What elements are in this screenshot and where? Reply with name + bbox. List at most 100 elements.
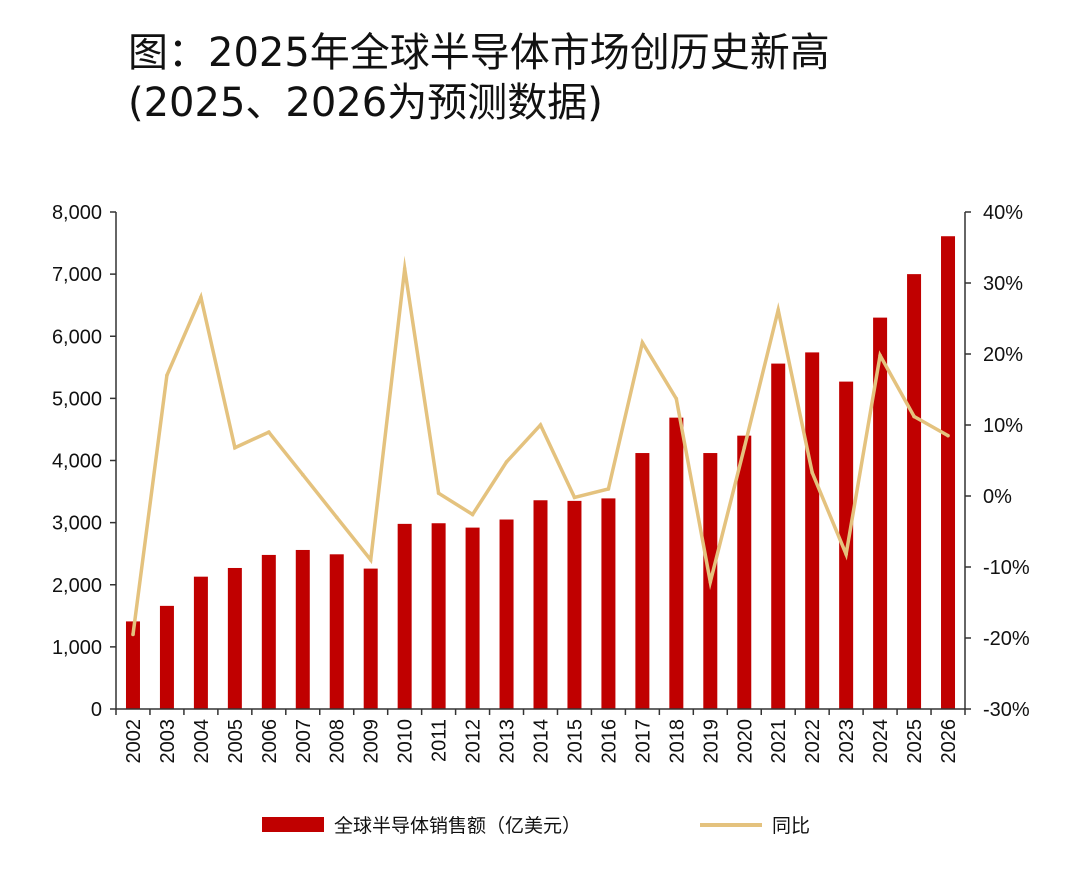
right-tick-label: -20% xyxy=(983,628,1030,650)
bar-2026 xyxy=(941,236,956,709)
bar-2011 xyxy=(431,523,446,709)
yoy-point-2009 xyxy=(368,558,373,562)
x-tick-label: 2010 xyxy=(395,719,417,764)
yoy-point-2005 xyxy=(233,445,237,450)
x-tick-label: 2009 xyxy=(361,719,383,764)
bar-2002 xyxy=(125,621,140,709)
yoy-point-2003 xyxy=(165,373,169,378)
x-tick-label: 2016 xyxy=(598,719,620,764)
x-tick-label: 2005 xyxy=(225,719,247,764)
x-tick-label: 2025 xyxy=(904,719,926,764)
left-tick-label: 5,000 xyxy=(52,388,102,410)
yoy-point-2020 xyxy=(742,445,747,450)
chart-title-line-1: 图：2025年全球半导体市场创历史新高 xyxy=(128,30,830,76)
left-y-axis: 0 1,000 2,000 3,000 4,000 5,000 6,000 7,000 8,00… xyxy=(52,202,117,721)
yoy-point-2010 xyxy=(402,267,407,271)
bar-2016 xyxy=(601,498,616,709)
right-tick-label: -30% xyxy=(983,699,1030,721)
right-y-axis: -30% -20% -10% 0% 10% 20% 30% 40% xyxy=(964,202,1030,721)
left-tick-label: 1,000 xyxy=(52,637,102,659)
left-tick-label: 0 xyxy=(91,699,102,721)
yoy-point-2011 xyxy=(436,491,441,495)
x-tick-label: 2012 xyxy=(463,719,485,764)
yoy-point-2017 xyxy=(640,340,645,345)
x-tick-label: 2002 xyxy=(123,719,145,764)
left-tick-label: 2,000 xyxy=(52,575,102,597)
bar-2018 xyxy=(669,417,684,709)
bar-2010 xyxy=(397,523,412,709)
yoy-point-2002 xyxy=(131,632,135,637)
bar-2014 xyxy=(533,500,548,709)
right-tick-label: 10% xyxy=(983,415,1023,437)
yoy-point-2008 xyxy=(334,515,339,520)
right-tick-label: 40% xyxy=(983,202,1023,224)
yoy-point-2026 xyxy=(946,433,950,438)
bar-2008 xyxy=(329,554,344,709)
legend: 全球半导体销售额（亿美元） 同比 xyxy=(262,815,810,837)
legend-swatch-bar xyxy=(262,817,324,832)
legend-label-line: 同比 xyxy=(772,815,810,837)
x-tick-label: 2017 xyxy=(632,719,654,764)
x-tick-label: 2021 xyxy=(768,719,790,764)
bar-2022 xyxy=(805,352,820,709)
left-tick-label: 8,000 xyxy=(52,202,102,224)
bar-2004 xyxy=(193,576,208,709)
x-tick-label: 2008 xyxy=(327,719,349,764)
x-tick-label: 2004 xyxy=(191,719,213,764)
right-tick-label: 0% xyxy=(983,486,1012,508)
bar-2013 xyxy=(499,519,514,709)
bar-2025 xyxy=(907,274,922,709)
right-tick-label: 20% xyxy=(983,344,1023,366)
x-tick-label: 2013 xyxy=(497,719,519,764)
line-series xyxy=(131,255,950,637)
yoy-point-2012 xyxy=(470,512,475,517)
x-tick-label: 2026 xyxy=(938,719,960,764)
x-tick-label: 2018 xyxy=(666,719,688,764)
yoy-point-2004 xyxy=(199,295,203,300)
chart-subtitle: (2025、2026为预测数据) xyxy=(128,80,603,126)
right-tick-label: -10% xyxy=(983,557,1030,579)
yoy-point-2021 xyxy=(776,308,781,312)
bar-2021 xyxy=(771,363,786,709)
bar-2012 xyxy=(465,527,480,709)
yoy-point-2006 xyxy=(267,430,271,434)
bar-2017 xyxy=(635,453,650,709)
yoy-point-2023 xyxy=(844,552,848,557)
yoy-point-2022 xyxy=(810,470,814,475)
x-axis: 2002 2003 2004 2005 2006 2007 2008 2009 2010 2011… xyxy=(115,708,966,764)
x-tick-label: 2014 xyxy=(531,719,553,764)
left-tick-label: 3,000 xyxy=(52,513,102,535)
x-tick-label: 2007 xyxy=(293,719,315,764)
x-tick-label: 2022 xyxy=(802,719,824,764)
bar-2009 xyxy=(363,568,378,709)
x-tick-label: 2023 xyxy=(836,719,858,764)
yoy-point-2015 xyxy=(572,495,577,500)
yoy-point-2016 xyxy=(606,487,611,491)
yoy-point-2013 xyxy=(504,460,509,464)
bar-series xyxy=(125,236,956,709)
yoy-point-2024 xyxy=(878,353,882,358)
legend-label-bar: 全球半导体销售额（亿美元） xyxy=(334,815,581,837)
bar-2007 xyxy=(295,549,310,709)
bar-2020 xyxy=(737,435,752,709)
yoy-point-2018 xyxy=(674,396,679,401)
x-tick-label: 2015 xyxy=(564,719,586,764)
right-tick-label: 30% xyxy=(983,273,1023,295)
yoy-point-2014 xyxy=(538,423,543,427)
left-tick-label: 6,000 xyxy=(52,326,102,348)
left-tick-label: 7,000 xyxy=(52,264,102,286)
bar-2005 xyxy=(227,567,242,709)
bar-2024 xyxy=(873,317,888,709)
x-tick-label: 2011 xyxy=(429,719,451,762)
yoy-point-2025 xyxy=(912,414,916,419)
bar-2003 xyxy=(159,605,174,709)
yoy-point-2019 xyxy=(708,580,713,584)
x-tick-label: 2024 xyxy=(870,719,892,764)
x-tick-label: 2003 xyxy=(157,719,179,764)
yoy-point-2007 xyxy=(300,472,305,477)
chart-title: 图：2025年全球半导体市场创历史新高 (2025、2026为预测数据) xyxy=(128,28,830,128)
left-tick-label: 4,000 xyxy=(52,451,102,473)
x-tick-label: 2006 xyxy=(259,719,281,764)
bar-2006 xyxy=(261,554,276,709)
